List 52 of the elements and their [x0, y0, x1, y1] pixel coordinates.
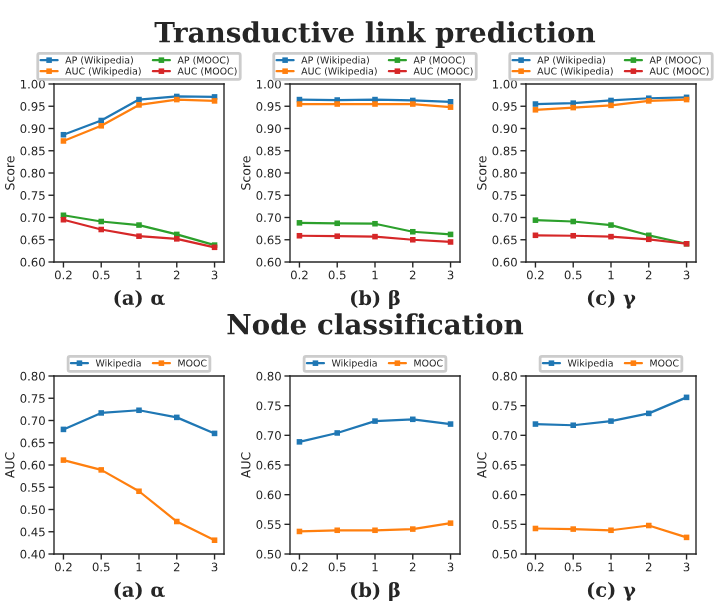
- point: [98, 117, 104, 124]
- point: [296, 220, 303, 226]
- point: [532, 421, 539, 427]
- point: [410, 416, 416, 423]
- point: [570, 218, 576, 225]
- x-axis-title: (c) γ: [587, 289, 636, 309]
- point: [296, 232, 303, 239]
- point: [136, 407, 142, 414]
- point: [136, 96, 142, 103]
- point: [98, 226, 104, 233]
- point: [372, 233, 378, 240]
- point: [447, 421, 454, 427]
- x-axis-title: (a) α: [114, 581, 165, 600]
- point: [98, 218, 104, 225]
- point: [570, 232, 576, 239]
- point: [211, 537, 218, 543]
- point: [410, 228, 416, 235]
- point: [608, 97, 614, 104]
- point: [532, 107, 539, 113]
- point: [608, 102, 614, 109]
- x-axis-title: (b) β: [350, 289, 400, 309]
- point: [372, 220, 378, 227]
- point: [447, 239, 454, 245]
- point: [174, 414, 180, 421]
- line-series: [296, 416, 454, 445]
- point: [608, 233, 614, 240]
- point: [570, 104, 576, 111]
- point: [447, 520, 454, 526]
- x-axis-title: (a) α: [114, 289, 165, 308]
- x-axis-title: (c) γ: [587, 581, 636, 601]
- point: [60, 138, 67, 144]
- point: [372, 527, 378, 534]
- x-axis-title: (b) β: [350, 581, 400, 601]
- point: [646, 522, 652, 529]
- point: [136, 488, 142, 495]
- point: [646, 410, 652, 417]
- point: [60, 457, 67, 463]
- chart-title: Node classification: [227, 313, 524, 335]
- point: [532, 217, 539, 223]
- point: [296, 439, 303, 445]
- line-series: [60, 457, 218, 543]
- line-series: [60, 407, 218, 437]
- point: [296, 101, 303, 107]
- line-series: [532, 394, 690, 429]
- point: [174, 518, 180, 525]
- point: [60, 131, 67, 138]
- point: [608, 527, 614, 534]
- point: [334, 527, 340, 534]
- point: [532, 101, 539, 107]
- point: [334, 220, 340, 227]
- chart-title: Transductive link prediction: [154, 21, 596, 49]
- point: [447, 104, 454, 110]
